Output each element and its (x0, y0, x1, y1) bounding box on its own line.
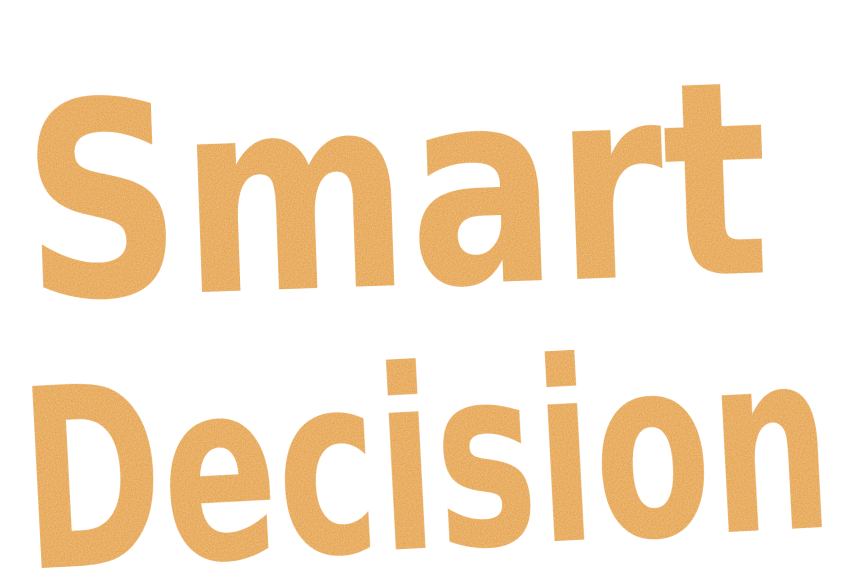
line-smart: Smart (18, 21, 774, 362)
line-decision: Decision (14, 295, 838, 574)
